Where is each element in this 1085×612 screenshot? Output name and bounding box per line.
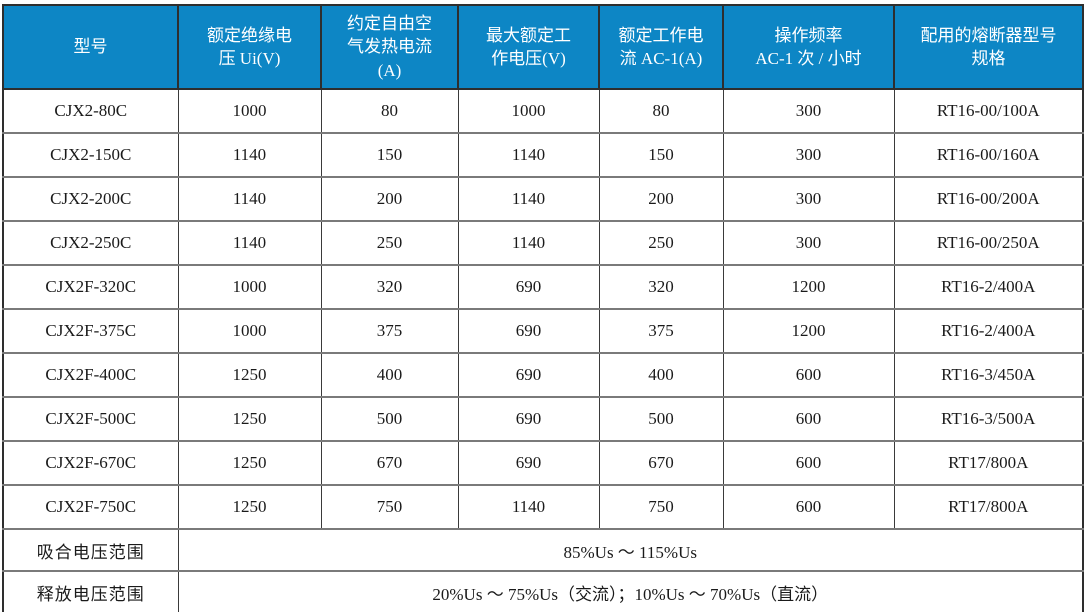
cell-free-air-thermal-current: 375 xyxy=(320,308,459,354)
cell-free-air-thermal-current: 400 xyxy=(320,352,459,398)
cell-fuse-spec: RT16-00/250A xyxy=(893,220,1084,266)
cell-rated-insulation-voltage: 1000 xyxy=(177,88,322,134)
footer-label-pickup-voltage-range: 吸合电压范围 xyxy=(2,528,179,572)
cell-rated-operating-current: 320 xyxy=(598,264,724,310)
cell-rated-operating-current: 670 xyxy=(598,440,724,486)
cell-rated-operating-current: 400 xyxy=(598,352,724,398)
header-cell-rated-insulation-voltage: 额定绝缘电 压 Ui(V) xyxy=(177,4,322,90)
cell-model: CJX2-80C xyxy=(2,88,179,134)
table-row: CJX2F-320C 1000 320 690 320 1200 RT16-2/400A xyxy=(2,264,1084,310)
header-cell-model: 型号 xyxy=(2,4,179,90)
header-cell-operating-frequency: 操作频率 AC-1 次 / 小时 xyxy=(722,4,895,90)
header-cell-fuse-spec: 配用的熔断器型号 规格 xyxy=(893,4,1084,90)
cell-model: CJX2F-400C xyxy=(2,352,179,398)
cell-fuse-spec: RT16-3/450A xyxy=(893,352,1084,398)
table-body: CJX2-80C 1000 80 1000 80 300 RT16-00/100A CJX2-… xyxy=(2,88,1084,530)
cell-model: CJX2F-500C xyxy=(2,396,179,442)
table-row: CJX2-200C 1140 200 1140 200 300 RT16-00/200A xyxy=(2,176,1084,222)
cell-model: CJX2-200C xyxy=(2,176,179,222)
cell-free-air-thermal-current: 200 xyxy=(320,176,459,222)
cell-rated-operating-current: 80 xyxy=(598,88,724,134)
footer-row-pickup-voltage-range: 吸合电压范围 85%Us ～ 115%Us xyxy=(2,528,1084,572)
cell-rated-insulation-voltage: 1250 xyxy=(177,352,322,398)
cell-operating-frequency: 300 xyxy=(722,176,895,222)
cell-rated-insulation-voltage: 1140 xyxy=(177,220,322,266)
cell-max-rated-operating-voltage: 690 xyxy=(457,352,600,398)
cell-rated-insulation-voltage: 1250 xyxy=(177,440,322,486)
cell-operating-frequency: 600 xyxy=(722,396,895,442)
cell-max-rated-operating-voltage: 690 xyxy=(457,440,600,486)
cell-operating-frequency: 1200 xyxy=(722,264,895,310)
table-row: CJX2-250C 1140 250 1140 250 300 RT16-00/250A xyxy=(2,220,1084,266)
cell-operating-frequency: 1200 xyxy=(722,308,895,354)
cell-operating-frequency: 600 xyxy=(722,352,895,398)
cell-rated-operating-current: 750 xyxy=(598,484,724,530)
cell-model: CJX2-250C xyxy=(2,220,179,266)
table-footer: 吸合电压范围 85%Us ～ 115%Us 释放电压范围 20%Us ～ 75%Us（… xyxy=(2,528,1084,612)
cell-fuse-spec: RT16-00/160A xyxy=(893,132,1084,178)
footer-value-pickup-voltage-range: 85%Us ～ 115%Us xyxy=(177,528,1084,572)
footer-value-release-voltage-range: 20%Us ～ 75%Us（交流）；10%Us ～ 70%Us（直流） xyxy=(177,570,1084,612)
cell-fuse-spec: RT16-2/400A xyxy=(893,264,1084,310)
table-row: CJX2F-400C 1250 400 690 400 600 RT16-3/450A xyxy=(2,352,1084,398)
cell-model: CJX2F-670C xyxy=(2,440,179,486)
cell-free-air-thermal-current: 80 xyxy=(320,88,459,134)
cell-rated-insulation-voltage: 1250 xyxy=(177,396,322,442)
cell-model: CJX2F-320C xyxy=(2,264,179,310)
cell-rated-insulation-voltage: 1140 xyxy=(177,132,322,178)
cell-model: CJX2-150C xyxy=(2,132,179,178)
cell-rated-operating-current: 500 xyxy=(598,396,724,442)
cell-max-rated-operating-voltage: 690 xyxy=(457,308,600,354)
cell-operating-frequency: 600 xyxy=(722,484,895,530)
cell-free-air-thermal-current: 500 xyxy=(320,396,459,442)
cell-max-rated-operating-voltage: 1140 xyxy=(457,220,600,266)
table-row: CJX2-80C 1000 80 1000 80 300 RT16-00/100A xyxy=(2,88,1084,134)
cell-max-rated-operating-voltage: 1140 xyxy=(457,132,600,178)
cell-rated-operating-current: 250 xyxy=(598,220,724,266)
cell-rated-operating-current: 150 xyxy=(598,132,724,178)
footer-label-release-voltage-range: 释放电压范围 xyxy=(2,570,179,612)
cell-max-rated-operating-voltage: 1140 xyxy=(457,484,600,530)
header-cell-free-air-thermal-current: 约定自由空 气发热电流 (A) xyxy=(320,4,459,90)
cell-max-rated-operating-voltage: 1000 xyxy=(457,88,600,134)
cell-max-rated-operating-voltage: 690 xyxy=(457,264,600,310)
table-row: CJX2F-375C 1000 375 690 375 1200 RT16-2/400A xyxy=(2,308,1084,354)
cell-rated-operating-current: 200 xyxy=(598,176,724,222)
cell-max-rated-operating-voltage: 690 xyxy=(457,396,600,442)
cell-fuse-spec: RT16-00/200A xyxy=(893,176,1084,222)
cell-fuse-spec: RT16-00/100A xyxy=(893,88,1084,134)
contactor-spec-table: 型号 额定绝缘电 压 Ui(V) 约定自由空 气发热电流 (A) 最大额定工 作电压(… xyxy=(2,4,1084,612)
cell-free-air-thermal-current: 750 xyxy=(320,484,459,530)
footer-row-release-voltage-range: 释放电压范围 20%Us ～ 75%Us（交流）；10%Us ～ 70%Us（直流… xyxy=(2,570,1084,612)
cell-max-rated-operating-voltage: 1140 xyxy=(457,176,600,222)
header-cell-max-rated-operating-voltage: 最大额定工 作电压(V) xyxy=(457,4,600,90)
cell-rated-insulation-voltage: 1250 xyxy=(177,484,322,530)
table-row: CJX2F-670C 1250 670 690 670 600 RT17/800A xyxy=(2,440,1084,486)
header-cell-rated-operating-current: 额定工作电 流 AC-1(A) xyxy=(598,4,724,90)
cell-fuse-spec: RT17/800A xyxy=(893,484,1084,530)
cell-free-air-thermal-current: 670 xyxy=(320,440,459,486)
table-row: CJX2F-750C 1250 750 1140 750 600 RT17/800A xyxy=(2,484,1084,530)
cell-rated-operating-current: 375 xyxy=(598,308,724,354)
cell-free-air-thermal-current: 320 xyxy=(320,264,459,310)
cell-rated-insulation-voltage: 1000 xyxy=(177,264,322,310)
cell-model: CJX2F-375C xyxy=(2,308,179,354)
cell-fuse-spec: RT17/800A xyxy=(893,440,1084,486)
cell-operating-frequency: 300 xyxy=(722,88,895,134)
table-header-row: 型号 额定绝缘电 压 Ui(V) 约定自由空 气发热电流 (A) 最大额定工 作电压(… xyxy=(2,4,1084,90)
cell-fuse-spec: RT16-3/500A xyxy=(893,396,1084,442)
cell-free-air-thermal-current: 250 xyxy=(320,220,459,266)
cell-operating-frequency: 300 xyxy=(722,220,895,266)
cell-model: CJX2F-750C xyxy=(2,484,179,530)
cell-free-air-thermal-current: 150 xyxy=(320,132,459,178)
table-row: CJX2F-500C 1250 500 690 500 600 RT16-3/500A xyxy=(2,396,1084,442)
cell-fuse-spec: RT16-2/400A xyxy=(893,308,1084,354)
table-row: CJX2-150C 1140 150 1140 150 300 RT16-00/160A xyxy=(2,132,1084,178)
cell-rated-insulation-voltage: 1000 xyxy=(177,308,322,354)
cell-operating-frequency: 600 xyxy=(722,440,895,486)
cell-operating-frequency: 300 xyxy=(722,132,895,178)
cell-rated-insulation-voltage: 1140 xyxy=(177,176,322,222)
